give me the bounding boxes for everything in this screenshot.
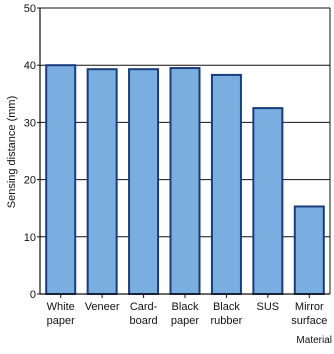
x-tick-label: rubber	[211, 315, 243, 327]
x-tick-label: Veneer	[85, 301, 120, 313]
bar	[169, 67, 201, 295]
bar	[128, 68, 160, 296]
bar	[293, 205, 325, 295]
label-layer: 0 10 20 30 40 50 White paper Veneer Card-board Bla…	[24, 3, 328, 327]
x-tick-label: paper	[171, 315, 199, 327]
y-axis-title: Sensing distance (mm)	[6, 96, 18, 209]
x-axis-title: Material	[296, 335, 332, 346]
bar	[210, 73, 242, 296]
x-tick-label: surface	[291, 315, 327, 327]
axis-layer	[37, 7, 331, 298]
y-tick-label: 0	[30, 289, 36, 301]
y-tick-label: 10	[24, 232, 36, 244]
y-tick-label: 50	[24, 3, 36, 15]
x-tick-label: paper	[47, 315, 75, 327]
x-tick-label: Mirror	[295, 301, 324, 313]
x-tick-label: White	[47, 301, 75, 313]
bar-layer	[45, 64, 325, 296]
x-tick-label: SUS	[257, 301, 280, 313]
y-tick-label: 40	[24, 60, 36, 72]
y-tick-label: 30	[24, 117, 36, 129]
x-tick-label: board	[130, 315, 158, 327]
x-tick-label: Black	[213, 301, 240, 313]
bar	[45, 64, 77, 295]
bar	[86, 68, 118, 296]
y-tick-label: 20	[24, 175, 36, 187]
x-tick-label: Card-	[130, 301, 158, 313]
x-tick-label: Black	[172, 301, 199, 313]
bar	[252, 107, 284, 295]
